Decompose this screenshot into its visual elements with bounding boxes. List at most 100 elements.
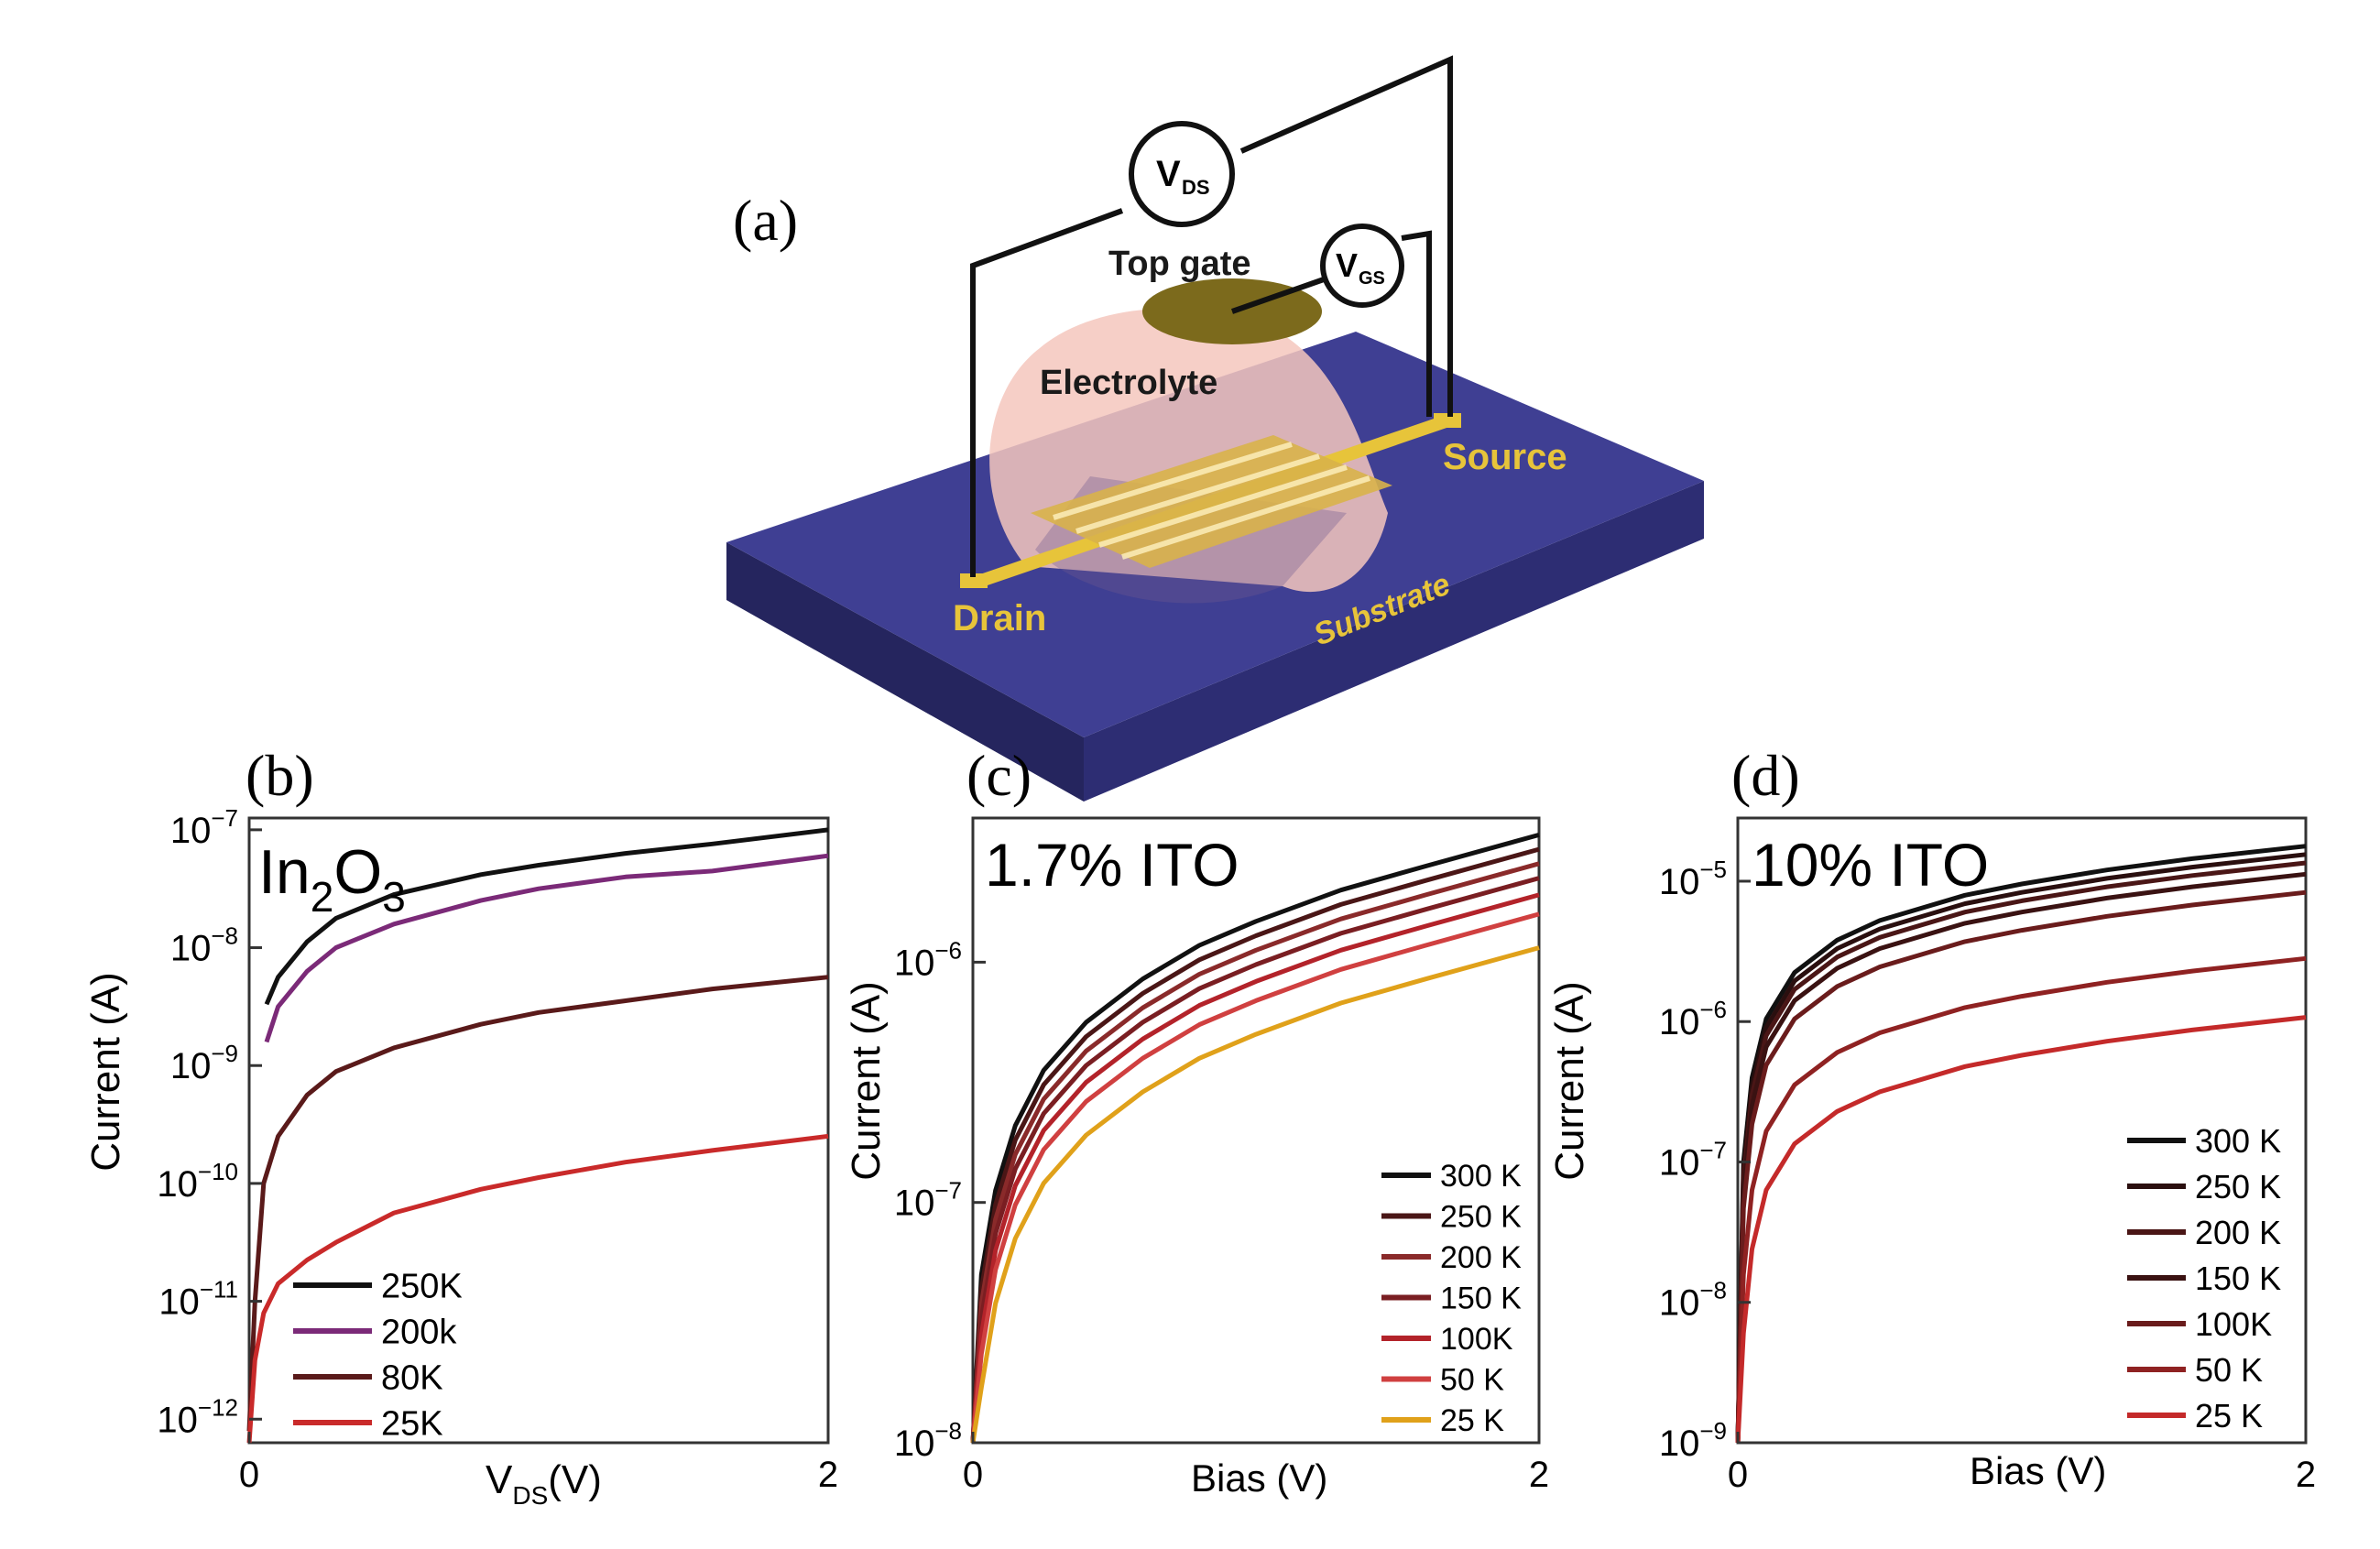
plot-frame-d <box>1736 816 2308 1445</box>
series-line-c-2 <box>970 861 1540 1444</box>
panel-label-c: (c) <box>966 743 1032 808</box>
x-axis-label-c: Bias (V) <box>1191 1456 1327 1500</box>
series-line-b-3 <box>246 1133 829 1444</box>
vds-subscript: DS <box>1182 176 1210 199</box>
x-tick-label-b-0: 0 <box>239 1455 259 1495</box>
legend-label-c-6: 25 K <box>1440 1403 1504 1438</box>
y-tick-label-d-1: 10−6 <box>1659 996 1727 1042</box>
legend-label-b-0: 250K <box>381 1268 463 1306</box>
series-line-b-0 <box>264 827 829 1006</box>
substrate-front-face <box>726 542 1084 802</box>
nanowire-mesh-texture <box>1053 442 1370 560</box>
inset-title-b: In2O3 <box>258 837 406 921</box>
y-tick-label-b-3: 10−10 <box>157 1158 238 1205</box>
plot-frame-b <box>247 816 830 1445</box>
panel-label-b: (b) <box>246 743 314 808</box>
source-pad <box>1434 413 1461 428</box>
y-tick-label-d-0: 10−5 <box>1659 856 1727 902</box>
series-line-d-6 <box>1735 1015 2307 1444</box>
legend-label-c-4: 100K <box>1440 1322 1513 1357</box>
legend-label-c-0: 300 K <box>1440 1159 1522 1194</box>
series-line-d-5 <box>1735 955 2307 1444</box>
series-line-d-3 <box>1735 871 2307 1444</box>
y-tick-label-b-5: 10−12 <box>157 1393 238 1440</box>
legend-label-c-1: 250 K <box>1440 1200 1522 1235</box>
series-line-c-4 <box>970 892 1540 1444</box>
legend-label-b-2: 80K <box>381 1359 443 1398</box>
legend-label-d-1: 250 K <box>2195 1168 2281 1205</box>
y-tick-label-b-4: 10−11 <box>158 1276 238 1323</box>
series-line-c-6 <box>970 945 1540 1444</box>
panel-label-d: (d) <box>1731 743 1800 808</box>
legend-label-b-3: 25K <box>381 1405 443 1444</box>
y-tick-label-b-0: 10−7 <box>170 804 238 851</box>
series-line-d-4 <box>1735 889 2307 1444</box>
series-group-b <box>246 827 829 1444</box>
legend-label-d-5: 50 K <box>2195 1351 2263 1389</box>
y-ticks-d: 10−5 10−6 10−7 10−8 10−9 <box>1659 856 1751 1464</box>
x-axis-label-d: Bias (V) <box>1970 1449 2106 1492</box>
top-gate-label: Top gate <box>1108 245 1251 283</box>
y-tick-label-c-2: 10−8 <box>894 1417 962 1464</box>
series-group-d <box>1735 844 2307 1444</box>
vds-meter <box>1129 121 1235 227</box>
vds-label: V <box>1156 154 1181 194</box>
y-axis-label-b: Current (A) <box>83 972 128 1172</box>
legend-label-d-2: 200 K <box>2195 1214 2281 1251</box>
x-tick-label-b-1: 2 <box>818 1455 838 1495</box>
drain-pad <box>960 573 988 588</box>
y-tick-label-d-3: 10−8 <box>1659 1277 1727 1324</box>
circuit-wires <box>970 55 1453 577</box>
series-line-c-0 <box>970 832 1540 1444</box>
vgs-subscript: GS <box>1359 268 1385 289</box>
nanowire-mesh <box>1031 435 1392 568</box>
electrolyte-label: Electrolyte <box>1040 364 1217 402</box>
series-group-c <box>970 832 1540 1444</box>
legend-label-d-4: 100K <box>2195 1305 2272 1343</box>
x-axis-label-b: VDS(V) <box>486 1457 602 1510</box>
series-line-c-3 <box>970 876 1540 1444</box>
legend-label-c-5: 50 K <box>1440 1363 1504 1398</box>
drain-label: Drain <box>953 598 1046 638</box>
legend-label-d-0: 300 K <box>2195 1122 2281 1160</box>
legend-c: 300 K 250 K 200 K 150 K 100K 50 K 25 K <box>1381 1159 1522 1438</box>
source-label: Source <box>1443 437 1567 477</box>
y-axis-label-d: Current (A) <box>1547 981 1592 1181</box>
y-tick-label-d-2: 10−7 <box>1659 1136 1727 1183</box>
x-tick-label-d-1: 2 <box>2296 1455 2316 1495</box>
vgs-meter <box>1320 224 1404 308</box>
vgs-label: V <box>1336 246 1358 284</box>
y-tick-label-d-4: 10−9 <box>1659 1417 1727 1464</box>
y-tick-label-b-1: 10−8 <box>170 922 238 969</box>
device-schematic: (a) V DS V <box>726 55 1704 802</box>
y-axis-label-c: Current (A) <box>844 981 889 1181</box>
inset-title-c: 1.7% ITO <box>985 831 1239 899</box>
substrate-side-face <box>1084 481 1704 802</box>
series-line-c-1 <box>970 846 1540 1444</box>
x-tick-label-c-1: 2 <box>1529 1455 1549 1495</box>
plot-frame-c <box>971 816 1541 1445</box>
legend-label-b-1: 200k <box>381 1314 457 1352</box>
y-tick-label-c-1: 10−7 <box>894 1177 962 1224</box>
series-line-c-5 <box>970 911 1540 1444</box>
x-tick-label-d-0: 0 <box>1728 1455 1748 1495</box>
x-tick-label-c-0: 0 <box>963 1455 983 1495</box>
series-line-b-2 <box>246 975 829 1432</box>
legend-label-d-6: 25 K <box>2195 1397 2263 1434</box>
legend-b: 250K 200k 80K 25K <box>293 1268 463 1444</box>
legend-d: 300 K 250 K 200 K 150 K 100K 50 K 25 K <box>2127 1122 2281 1434</box>
y-ticks-b: 10−7 10−8 10−9 10−10 10−11 10−12 <box>157 804 262 1440</box>
legend-label-d-3: 150 K <box>2195 1260 2281 1297</box>
panel-label-a: (a) <box>733 188 798 253</box>
y-tick-label-b-2: 10−9 <box>170 1040 238 1086</box>
legend-label-c-3: 150 K <box>1440 1282 1522 1316</box>
y-ticks-c: 10−6 10−7 10−8 <box>894 936 986 1464</box>
y-tick-label-c-0: 10−6 <box>894 936 962 983</box>
